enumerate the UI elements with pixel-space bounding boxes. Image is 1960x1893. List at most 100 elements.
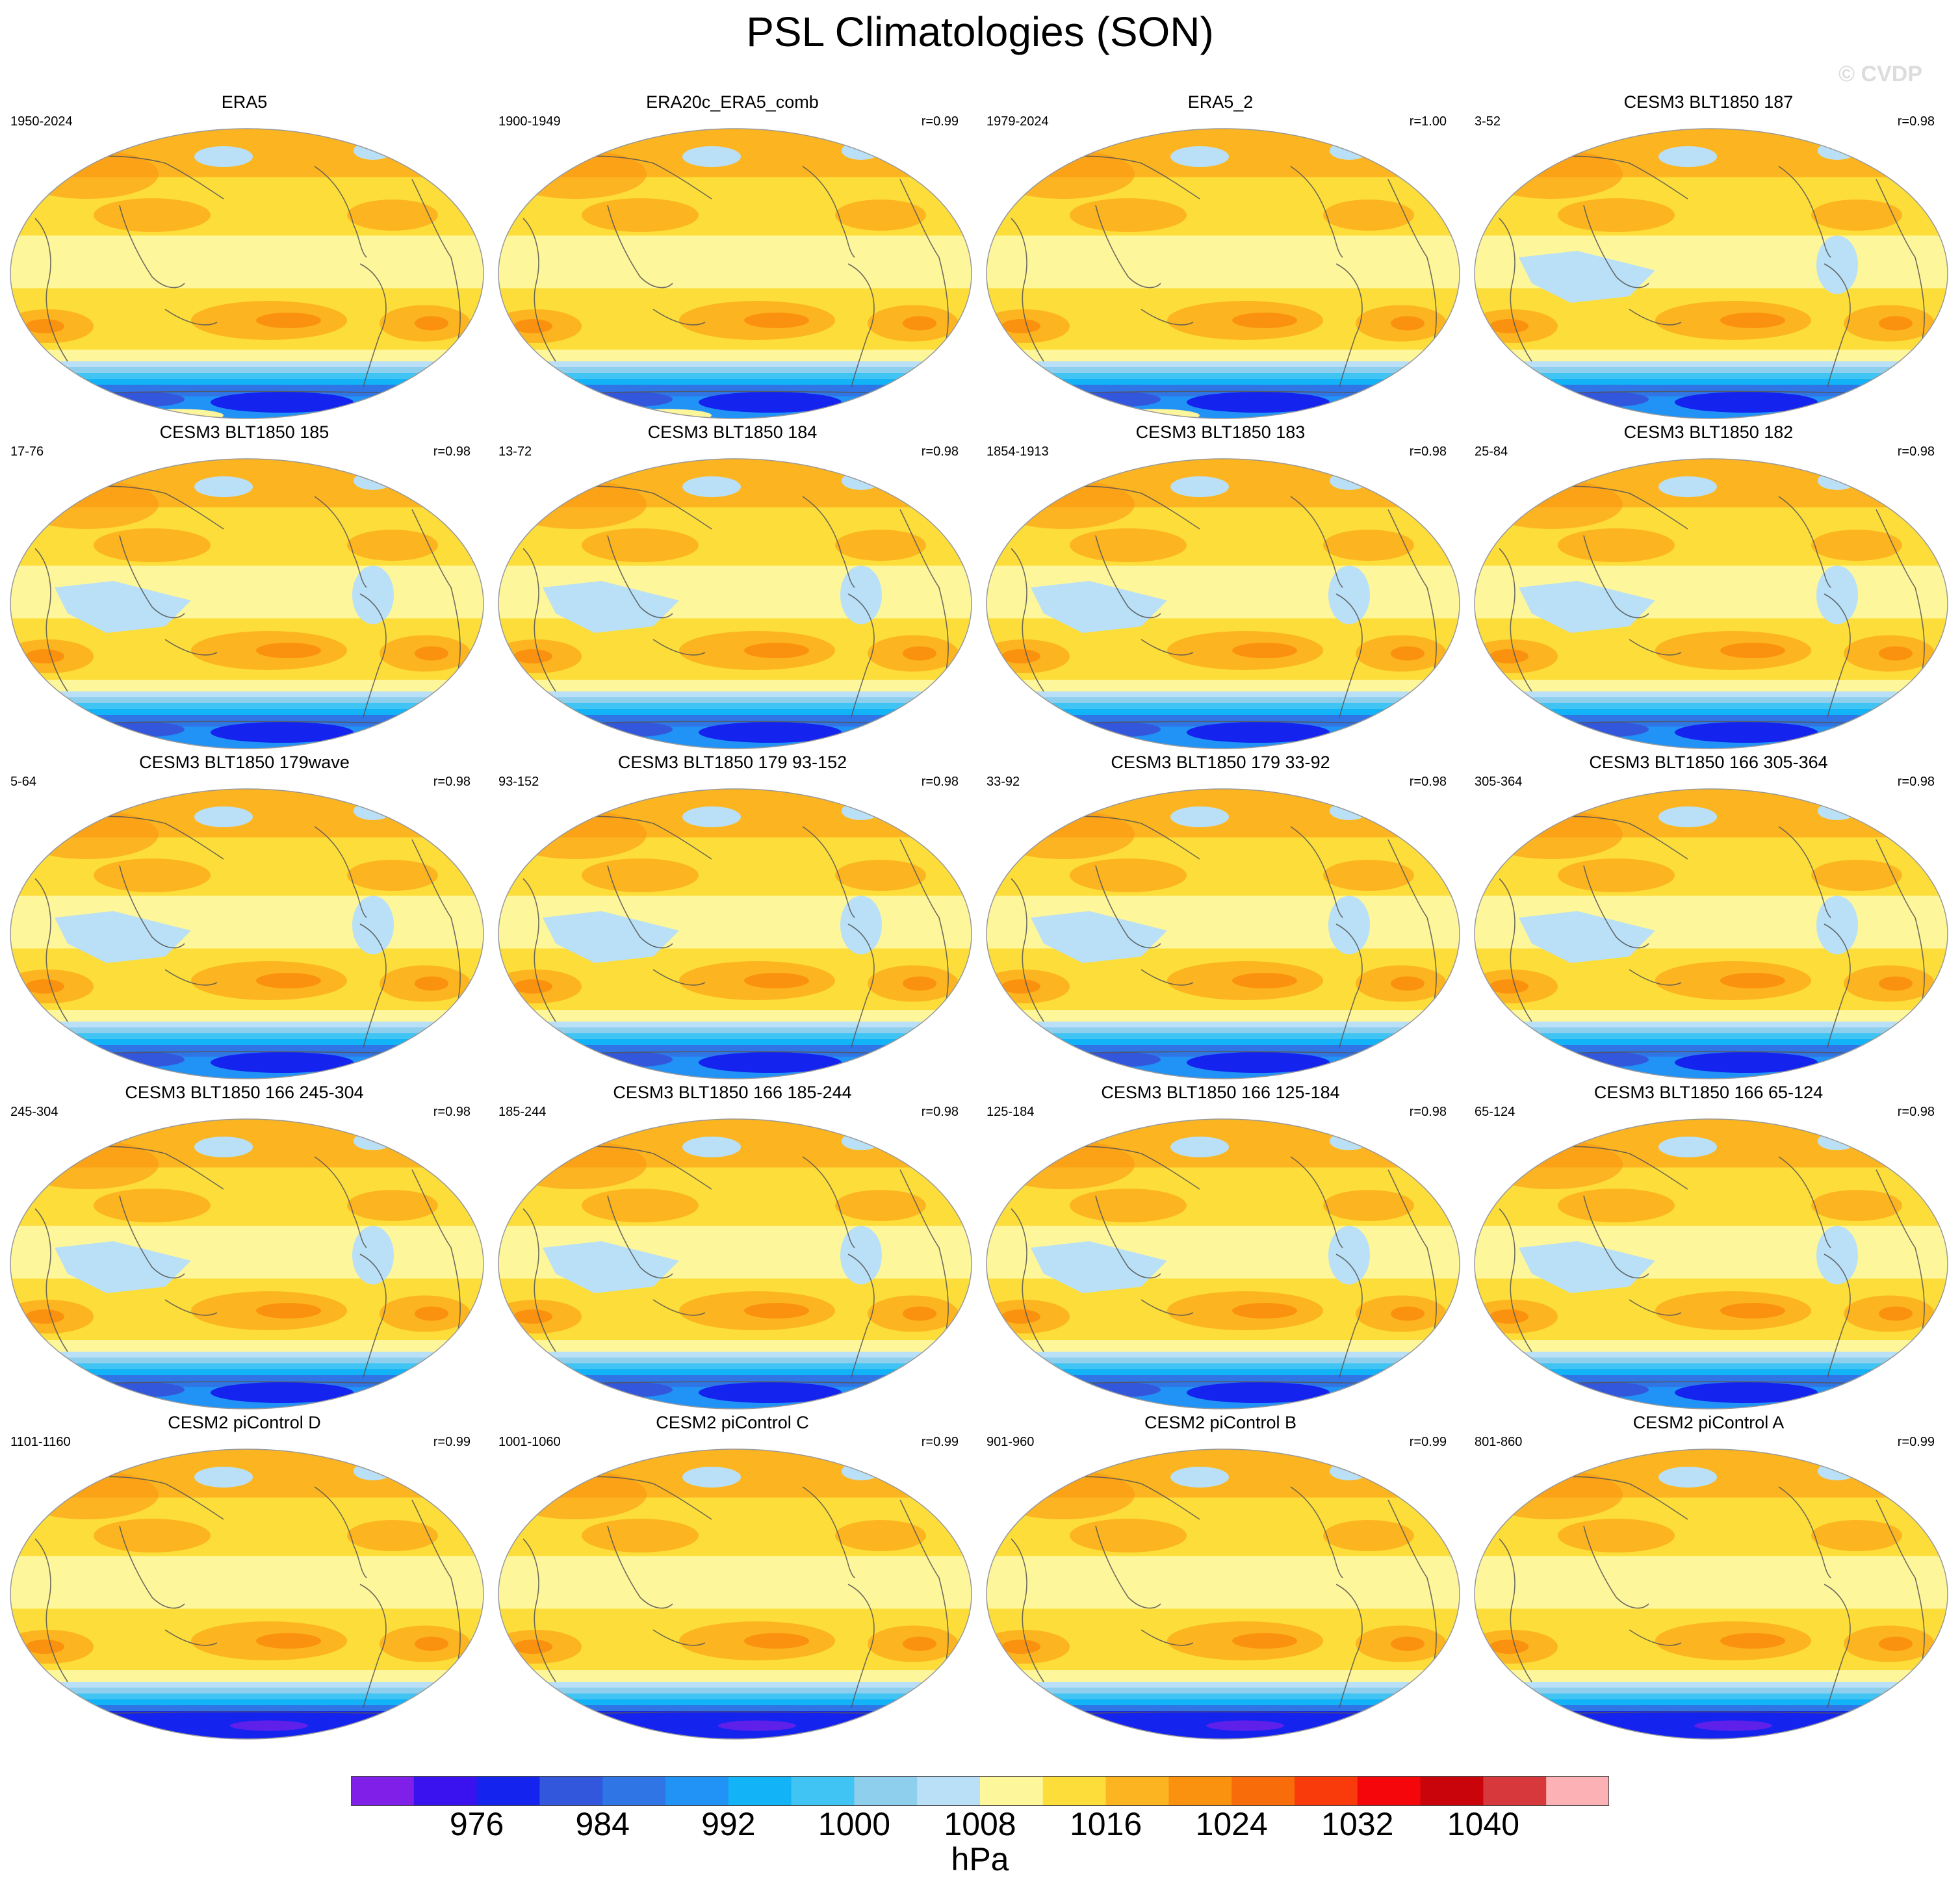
panel-title: CESM3 BLT1850 185 bbox=[159, 422, 329, 442]
colorbar-swatch bbox=[791, 1776, 855, 1806]
map-panel: CESM3 BLT1850 166 245-304 245-304 r=0.98 bbox=[0, 1083, 489, 1414]
colorbar-tick-label: 1024 bbox=[1195, 1806, 1268, 1842]
panel-title: ERA20c_ERA5_comb bbox=[646, 92, 819, 112]
map-panel: CESM2 piControl D 1101-1160 r=0.99 bbox=[0, 1413, 489, 1744]
psl-map bbox=[498, 788, 972, 1079]
map-field bbox=[10, 1449, 484, 1739]
colorbar-swatch bbox=[1295, 1776, 1358, 1806]
colorbar-swatch bbox=[351, 1776, 415, 1806]
coastlines bbox=[34, 816, 461, 1055]
psl-map bbox=[10, 1449, 484, 1740]
panel-correlation: r=0.98 bbox=[433, 444, 471, 459]
map-field bbox=[498, 789, 972, 1079]
map-panel: CESM3 BLT1850 179 33-92 33-92 r=0.98 bbox=[976, 753, 1465, 1084]
panel-correlation: r=0.98 bbox=[921, 775, 959, 789]
panel-years: 1854-1913 bbox=[986, 444, 1049, 459]
panel-title: CESM3 BLT1850 183 bbox=[1135, 422, 1306, 442]
panel-years: 305-364 bbox=[1475, 775, 1523, 789]
coastlines bbox=[34, 155, 461, 394]
map-field bbox=[1475, 1449, 1948, 1739]
panel-correlation: r=1.00 bbox=[1409, 114, 1447, 129]
panel-correlation: r=0.98 bbox=[921, 1105, 959, 1119]
colorbar-swatch bbox=[1546, 1776, 1609, 1806]
colorbar-swatch bbox=[980, 1776, 1044, 1806]
map-field bbox=[986, 459, 1460, 749]
coastlines bbox=[522, 816, 949, 1055]
map-field bbox=[498, 129, 972, 419]
coastlines bbox=[34, 1476, 461, 1715]
psl-map bbox=[498, 1449, 972, 1740]
panel-title: CESM2 piControl C bbox=[656, 1413, 809, 1432]
panel-title: CESM3 BLT1850 166 125-184 bbox=[1101, 1083, 1340, 1102]
map-panel: CESM3 BLT1850 166 185-244 185-244 r=0.98 bbox=[488, 1083, 977, 1414]
coastlines bbox=[522, 485, 949, 725]
map-panel: CESM3 BLT1850 184 13-72 r=0.98 bbox=[488, 422, 977, 754]
panel-title: CESM3 BLT1850 166 245-304 bbox=[125, 1083, 364, 1102]
map-panel: CESM3 BLT1850 166 65-124 65-124 r=0.98 bbox=[1464, 1083, 1953, 1414]
panel-years: 1979-2024 bbox=[986, 114, 1049, 129]
map-panel: CESM2 piControl A 801-860 r=0.99 bbox=[1464, 1413, 1953, 1744]
panel-correlation: r=0.98 bbox=[921, 444, 959, 459]
panel-years: 13-72 bbox=[498, 444, 532, 459]
map-panel: CESM2 piControl C 1001-1060 r=0.99 bbox=[488, 1413, 977, 1744]
map-field bbox=[498, 459, 972, 749]
panel-title: CESM3 BLT1850 187 bbox=[1623, 92, 1794, 112]
panel-years: 901-960 bbox=[986, 1435, 1035, 1449]
panel-title: CESM3 BLT1850 179 33-92 bbox=[1111, 753, 1330, 772]
colorbar-tick-label: 992 bbox=[701, 1806, 756, 1842]
panel-title: CESM3 BLT1850 179wave bbox=[139, 753, 350, 772]
colorbar-swatch bbox=[476, 1776, 540, 1806]
map-field bbox=[10, 459, 484, 749]
figure-title: PSL Climatologies (SON) bbox=[746, 8, 1214, 55]
colorbar-tick-label: 976 bbox=[449, 1806, 504, 1842]
panel-years: 1950-2024 bbox=[10, 114, 73, 129]
map-panel: CESM3 BLT1850 182 25-84 r=0.98 bbox=[1464, 422, 1953, 754]
map-field bbox=[10, 1119, 484, 1409]
colorbar-tick-label: 984 bbox=[575, 1806, 630, 1842]
map-field bbox=[1475, 1119, 1948, 1409]
coastlines bbox=[34, 1146, 461, 1385]
colorbar-swatch bbox=[1168, 1776, 1232, 1806]
panel-correlation: r=0.99 bbox=[921, 114, 959, 129]
coastlines bbox=[1011, 816, 1437, 1055]
panel-title: CESM2 piControl D bbox=[168, 1413, 321, 1432]
panel-title: CESM3 BLT1850 184 bbox=[647, 422, 818, 442]
panel-years: 801-860 bbox=[1475, 1435, 1523, 1449]
panel-correlation: r=0.99 bbox=[921, 1435, 959, 1449]
colorbar-swatch bbox=[854, 1776, 918, 1806]
colorbar-swatch bbox=[665, 1776, 729, 1806]
map-field bbox=[10, 789, 484, 1079]
panel-correlation: r=0.99 bbox=[433, 1435, 471, 1449]
map-panel: CESM3 BLT1850 166 125-184 125-184 r=0.98 bbox=[976, 1083, 1465, 1414]
psl-map bbox=[986, 1118, 1460, 1410]
panel-years: 185-244 bbox=[498, 1105, 547, 1119]
psl-map bbox=[498, 128, 972, 419]
psl-map bbox=[1474, 1449, 1948, 1740]
panel-correlation: r=0.98 bbox=[1897, 775, 1935, 789]
colorbar-swatch bbox=[1483, 1776, 1547, 1806]
colorbar-swatch bbox=[1420, 1776, 1484, 1806]
psl-map bbox=[498, 1118, 972, 1410]
map-field bbox=[986, 1449, 1460, 1739]
panel-correlation: r=0.98 bbox=[1409, 775, 1447, 789]
map-field bbox=[10, 129, 484, 419]
panel-correlation: r=0.98 bbox=[1409, 444, 1447, 459]
map-panel: CESM2 piControl B 901-960 r=0.99 bbox=[976, 1413, 1465, 1744]
panel-correlation: r=0.98 bbox=[1897, 444, 1935, 459]
colorbar-swatch bbox=[602, 1776, 666, 1806]
panel-years: 3-52 bbox=[1475, 114, 1501, 129]
colorbar-swatch bbox=[1357, 1776, 1421, 1806]
map-panel: CESM3 BLT1850 183 1854-1913 r=0.98 bbox=[976, 422, 1465, 754]
panel-correlation: r=0.98 bbox=[1897, 1105, 1935, 1119]
panel-years: 245-304 bbox=[10, 1105, 58, 1119]
colorbar-swatch bbox=[1231, 1776, 1295, 1806]
psl-map bbox=[498, 458, 972, 749]
map-panel: CESM3 BLT1850 185 17-76 r=0.98 bbox=[0, 422, 489, 754]
colorbar-swatch bbox=[539, 1776, 603, 1806]
panel-title: ERA5 bbox=[221, 92, 268, 112]
psl-map bbox=[986, 128, 1460, 419]
psl-map bbox=[10, 788, 484, 1079]
panel-years: 33-92 bbox=[986, 775, 1020, 789]
panel-title: CESM3 BLT1850 166 65-124 bbox=[1593, 1083, 1824, 1102]
panel-years: 65-124 bbox=[1475, 1105, 1515, 1119]
